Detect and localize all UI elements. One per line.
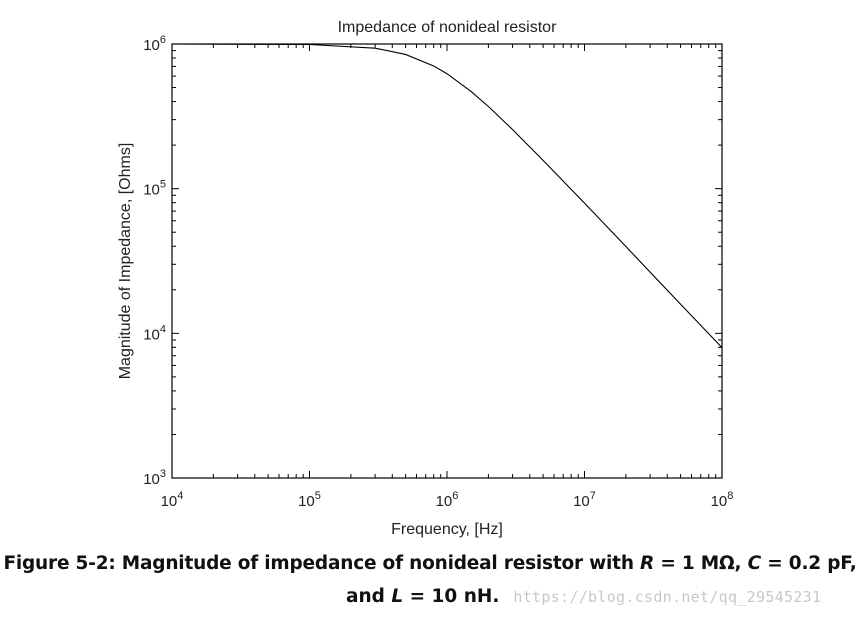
figure-caption-line-1: Figure 5-2: Magnitude of impedance of no… [0,553,860,574]
caption-l-symbol: L [391,586,404,607]
caption-text: Figure 5-2: Magnitude of impedance of no… [3,553,641,574]
x-tick-label: 105 [298,490,321,510]
caption-l-value: = 10 nH. [403,586,500,607]
caption-c-value: = 0.2 pF, [761,553,857,574]
y-axis-label: Magnitude of Impedance, [Ohms] [117,143,134,380]
y-tick-labels: 106 105 104 103 [143,34,166,488]
x-tick-label: 108 [711,490,734,510]
x-tick-label: 104 [161,490,184,510]
caption-r-value: = 1 MΩ, [654,553,748,574]
y-tick-label: 104 [143,323,166,343]
x-tick-label: 107 [573,490,596,510]
y-tick-label: 106 [143,34,166,54]
impedance-chart: Impedance of nonideal resistor 104 105 106… [117,19,734,538]
y-tick-label: 105 [143,179,166,199]
impedance-curve [171,43,723,349]
watermark-url: https://blog.csdn.net/qq_29545231 [513,588,822,606]
x-axis-label: Frequency, [Hz] [391,521,503,538]
chart-title: Impedance of nonideal resistor [338,19,557,36]
caption-c-symbol: C [747,553,762,574]
figure-caption-line-2: and L = 10 nH. https://blog.csdn.net/qq_2… [0,586,860,607]
caption-r-symbol: R [640,553,655,574]
y-tick-label: 103 [143,468,166,488]
caption-text-2: and [346,586,392,607]
x-tick-labels: 104 105 106 107 108 [161,490,734,510]
x-tick-label: 106 [436,490,459,510]
